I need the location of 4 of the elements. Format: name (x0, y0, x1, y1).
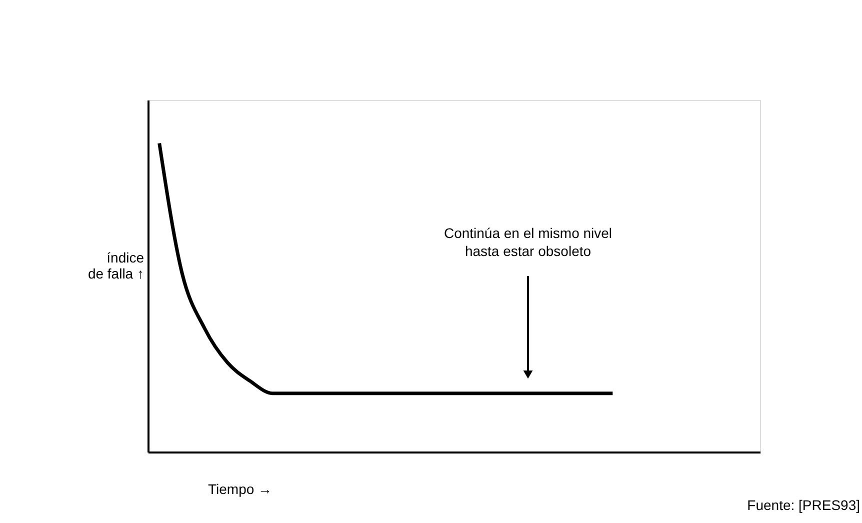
x-axis-title: Tiempo → (208, 481, 272, 497)
source-note: Fuente: [PRES93] (747, 497, 860, 513)
annotation: Continúa en el mismo nivel hasta estar obsoleto (444, 224, 612, 259)
y-axis-title: índice de falla ↑ (88, 249, 144, 282)
